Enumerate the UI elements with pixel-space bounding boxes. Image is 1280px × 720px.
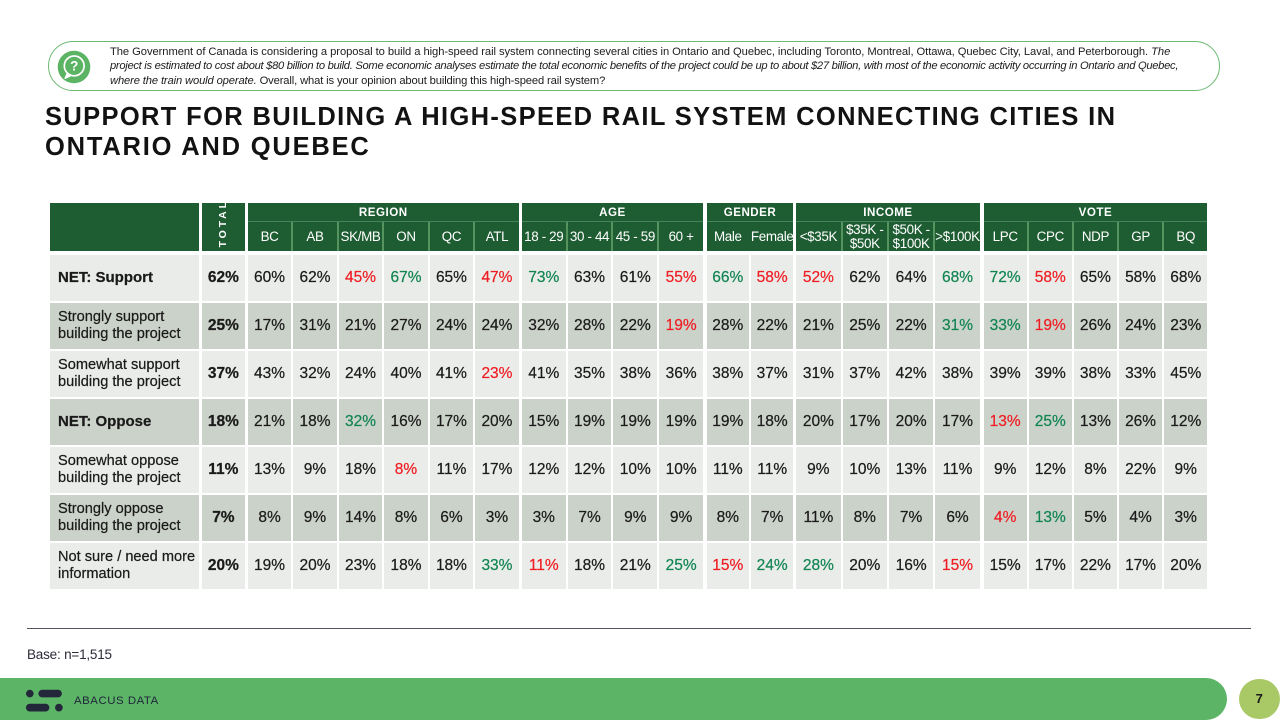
svg-text:?: ?: [70, 58, 78, 73]
